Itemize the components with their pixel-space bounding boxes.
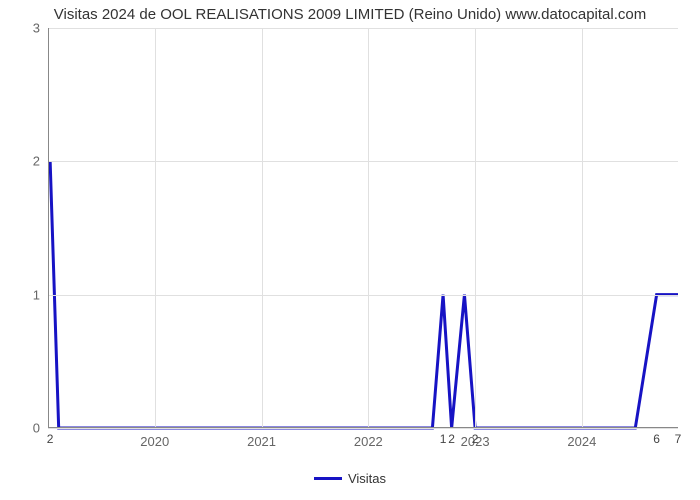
gridline-v [475,28,476,428]
gridline-v [582,28,583,428]
y-tick-label: 0 [33,421,48,436]
gridline-v [262,28,263,428]
gridline-h [48,295,678,296]
legend-swatch [314,477,342,480]
plot-area: 012320202021202220232024212267 [48,28,678,428]
y-tick-label: 1 [33,287,48,302]
y-tick-label: 3 [33,21,48,36]
x-tick-label: 2024 [567,428,596,449]
x-tick-label: 2022 [354,428,383,449]
gridline-h [48,161,678,162]
y-tick-label: 2 [33,154,48,169]
chart-title: Visitas 2024 de OOL REALISATIONS 2009 LI… [0,6,700,23]
data-line [48,28,678,428]
legend-label: Visitas [348,471,386,486]
point-label: 2 [448,432,455,446]
x-tick-label: 2021 [247,428,276,449]
point-label: 6 [653,432,660,446]
point-label: 7 [675,432,682,446]
gridline-h [48,28,678,29]
gridline-v [155,28,156,428]
x-axis-line [48,427,678,428]
point-label: 2 [472,432,479,446]
visits-chart: Visitas 2024 de OOL REALISATIONS 2009 LI… [0,0,700,500]
point-label: 1 [440,432,447,446]
gridline-v [368,28,369,428]
x-tick-label: 2020 [140,428,169,449]
point-label: 2 [47,432,54,446]
legend: Visitas [0,470,700,486]
y-axis-line [48,28,49,428]
